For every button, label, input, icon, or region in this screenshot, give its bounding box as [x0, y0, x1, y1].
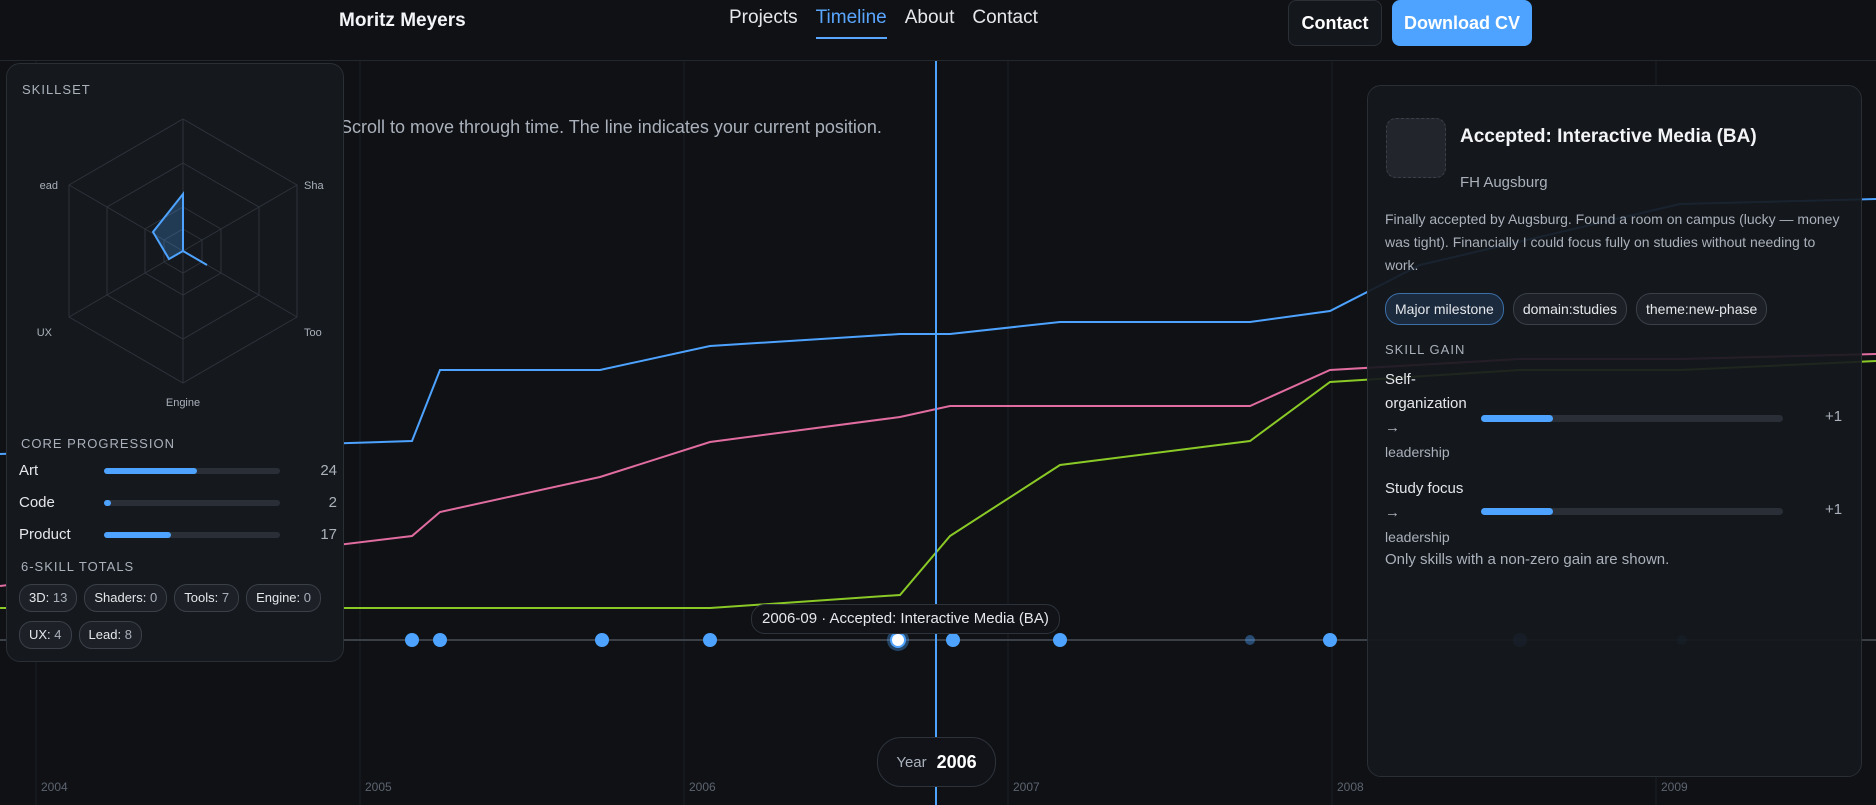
skill-total-chip: Engine: 0: [246, 584, 322, 612]
year-label-2004: 2004: [41, 780, 68, 794]
event-dot: [595, 633, 609, 647]
skillset-radar-chart: 3D Sha Too Engine UX ead: [37, 114, 325, 409]
event-dot: [1323, 633, 1337, 647]
skill-gain-row: Self-organization → leadership +1: [1385, 368, 1845, 464]
skill-totals-title: 6-SKILL TOTALS: [21, 559, 135, 574]
skill-gain-row: Study focus → leadership +1: [1385, 477, 1845, 549]
core-row-label: Art: [19, 462, 39, 479]
year-label-2005: 2005: [365, 780, 392, 794]
core-row-label: Product: [19, 526, 71, 543]
year-label-2009: 2009: [1661, 780, 1688, 794]
event-dot-selected-core: [890, 632, 906, 648]
core-row-value: 24: [320, 462, 337, 479]
top-bar: Moritz Meyers Projects Timeline About Co…: [0, 0, 1876, 61]
download-cv-button[interactable]: Download CV: [1392, 0, 1532, 46]
radar-axis-label-lead: ead: [40, 180, 58, 192]
radar-axis: [68, 250, 184, 318]
skill-gain-title: SKILL GAIN: [1385, 342, 1466, 357]
tag-theme[interactable]: theme:new-phase: [1636, 293, 1768, 325]
skill-totals-chips: 3D: 13 Shaders: 0 Tools: 7 Engine: 0 UX:…: [19, 584, 339, 649]
timeline-hint: Scroll to move through time. The line in…: [340, 117, 882, 137]
event-dot: [703, 633, 717, 647]
skill-gain-track: [1481, 508, 1783, 515]
event-detail-panel: Accepted: Interactive Media (BA) FH Augs…: [1367, 85, 1862, 777]
skill-gain-fill: [1481, 415, 1554, 422]
core-row-product: Product 17: [19, 523, 337, 547]
radar-axis-label-shaders: Sha: [304, 180, 324, 192]
skill-gain-delta: +1: [1825, 408, 1843, 425]
nav-projects[interactable]: Projects: [729, 7, 798, 28]
skill-gain-delta: +1: [1825, 501, 1843, 518]
event-dot: [405, 633, 419, 647]
skill-gain-fill: [1481, 508, 1554, 515]
core-progression-title: CORE PROGRESSION: [21, 436, 175, 451]
year-label-2008: 2008: [1337, 780, 1364, 794]
radar-axis-label-ux: UX: [37, 327, 53, 339]
core-row-value: 17: [320, 526, 337, 543]
core-progress-track: [104, 532, 280, 538]
event-dot: [946, 633, 960, 647]
core-progress-fill: [104, 468, 198, 474]
event-tags: Major milestone domain:studies theme:new…: [1385, 293, 1768, 325]
radar-axis-label-engine: Engine: [166, 397, 200, 409]
core-progress-fill: [104, 500, 112, 506]
skill-gain-name: Study focus → leadership: [1385, 480, 1464, 545]
core-row-label: Code: [19, 494, 55, 511]
core-row-code: Code 2: [19, 491, 337, 515]
skill-total-chip: 3D: 13: [19, 584, 78, 612]
event-description: Finally accepted by Augsburg. Found a ro…: [1385, 211, 1840, 273]
nav-timeline[interactable]: Timeline: [815, 7, 887, 39]
event-thumbnail: [1386, 118, 1446, 178]
core-row-art: Art 24: [19, 459, 337, 483]
event-dot: [433, 633, 447, 647]
tag-major-milestone[interactable]: Major milestone: [1385, 293, 1504, 325]
year-label-2007: 2007: [1013, 780, 1040, 794]
year-label-2006: 2006: [689, 780, 716, 794]
nav-about[interactable]: About: [904, 7, 955, 28]
contact-button[interactable]: Contact: [1288, 0, 1382, 46]
nav-contact[interactable]: Contact: [972, 7, 1038, 28]
core-progress-track: [104, 500, 280, 506]
core-progress-fill: [104, 532, 171, 538]
skillset-panel: SKILLSET 3D Sha Too Engine UX ead CORE P…: [6, 63, 344, 662]
year-indicator-label: Year: [896, 753, 927, 771]
event-dot: [1053, 633, 1067, 647]
main-nav: Projects Timeline About Contact: [729, 7, 1038, 39]
year-indicator-value: 2006: [936, 751, 977, 772]
radar-skill-shape: [151, 191, 208, 266]
skill-total-chip: Tools: 7: [174, 584, 240, 612]
skill-total-chip: Shaders: 0: [84, 584, 168, 612]
core-progress-track: [104, 468, 280, 474]
radar-axis-label-tools: Too: [304, 327, 322, 339]
skill-gain-name: Self-organization → leadership: [1385, 371, 1467, 460]
event-tooltip: 2006-09 · Accepted: Interactive Media (B…: [751, 604, 1060, 634]
core-row-value: 2: [328, 494, 337, 511]
radar-axis: [68, 184, 184, 252]
year-indicator: Year 2006: [877, 737, 996, 787]
skill-gain-note: Only skills with a non-zero gain are sho…: [1385, 551, 1670, 568]
event-dot: [1245, 635, 1255, 645]
brand-name[interactable]: Moritz Meyers: [339, 10, 466, 31]
radar-axis: [182, 184, 298, 252]
skill-total-chip: Lead: 8: [78, 621, 142, 649]
radar-axis-label-3d: 3D: [176, 114, 190, 117]
skill-total-chip: UX: 4: [19, 621, 72, 649]
tag-domain[interactable]: domain:studies: [1512, 293, 1627, 325]
event-title: Accepted: Interactive Media (BA): [1460, 126, 1757, 147]
event-institution: FH Augsburg: [1460, 174, 1548, 191]
skill-gain-track: [1481, 415, 1783, 422]
skillset-title: SKILLSET: [22, 82, 91, 97]
